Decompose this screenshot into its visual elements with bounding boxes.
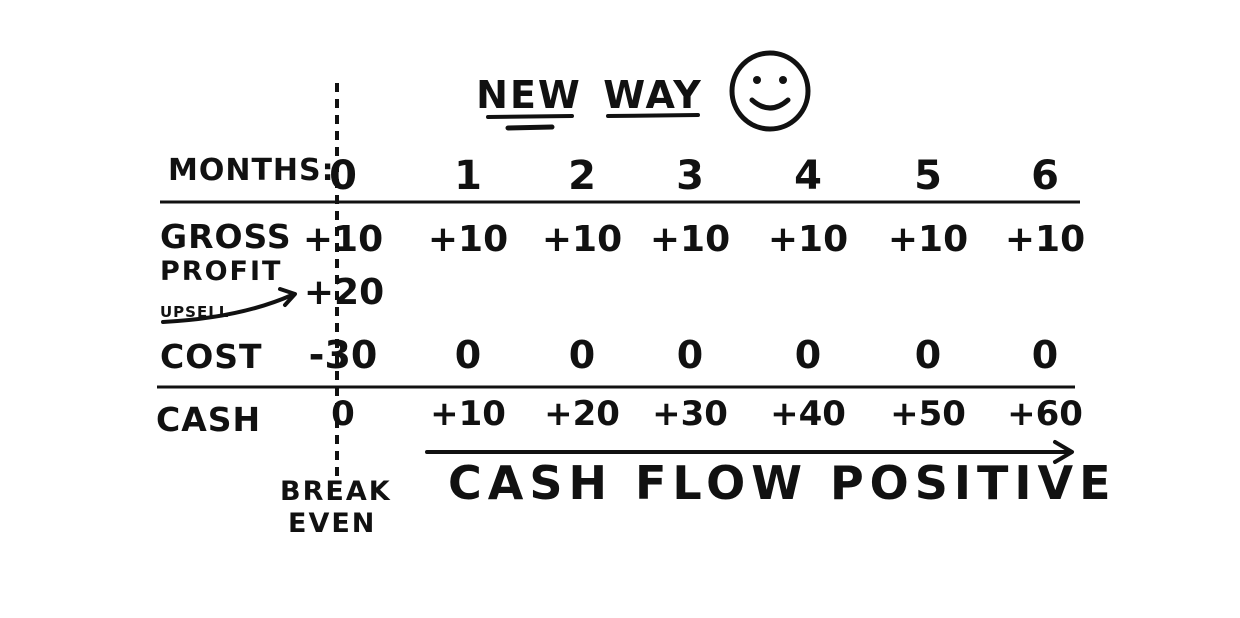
title-underline-new	[486, 114, 574, 119]
cash-value-4: +40	[770, 394, 846, 434]
gross-profit-label-line1: GROSS	[160, 217, 292, 256]
cash-value-0: 0	[331, 394, 355, 434]
cash-flow-positive-label: CASH FLOW POSITIVE	[448, 456, 1117, 510]
gross-profit-value-3: +10	[649, 219, 731, 260]
gross-profit-value-5: +10	[887, 219, 969, 260]
gross-profit-value-0: +10	[302, 219, 384, 260]
gross-profit-value-2: +10	[541, 219, 623, 260]
cost-value-0: -30	[308, 333, 378, 377]
month-header-6: 6	[1031, 153, 1059, 199]
month-header-1: 1	[454, 153, 482, 199]
title-new: NEW	[476, 73, 582, 117]
cost-value-5: 0	[914, 333, 942, 377]
title-double-underline-new	[505, 124, 555, 131]
cash-value-1: +10	[430, 394, 506, 434]
cost-value-3: 0	[676, 333, 704, 377]
title-way: WAY	[603, 73, 703, 117]
break-even-line2: EVEN	[288, 508, 377, 539]
upsell-value: +20	[303, 272, 385, 313]
cost-label: COST	[160, 337, 263, 376]
month-header-0: 0	[329, 153, 357, 199]
gross-profit-value-4: +10	[767, 219, 849, 260]
cash-value-3: +30	[652, 394, 728, 434]
gross-profit-value-6: +10	[1004, 219, 1086, 260]
cash-value-6: +60	[1007, 394, 1083, 434]
cost-value-2: 0	[568, 333, 596, 377]
arrow-right-icon	[425, 440, 1074, 464]
month-header-4: 4	[794, 153, 822, 199]
curved-arrow-icon	[161, 287, 297, 324]
title-underline-way	[606, 113, 700, 118]
cost-value-4: 0	[794, 333, 822, 377]
gross-profit-label-line2: PROFIT	[160, 256, 283, 287]
smiley-face-icon	[729, 50, 811, 132]
upsell-label: UPSELL	[160, 303, 230, 321]
months-label: MONTHS:	[168, 153, 335, 188]
cost-value-1: 0	[454, 333, 482, 377]
cash-value-5: +50	[890, 394, 966, 434]
break-even-line1: BREAK	[280, 476, 392, 507]
cash-value-2: +20	[544, 394, 620, 434]
gross-profit-value-1: +10	[427, 219, 509, 260]
month-header-3: 3	[676, 153, 704, 199]
cost-value-6: 0	[1031, 333, 1059, 377]
cash-label: CASH	[156, 400, 262, 439]
month-header-2: 2	[568, 153, 596, 199]
month-header-5: 5	[914, 153, 942, 199]
